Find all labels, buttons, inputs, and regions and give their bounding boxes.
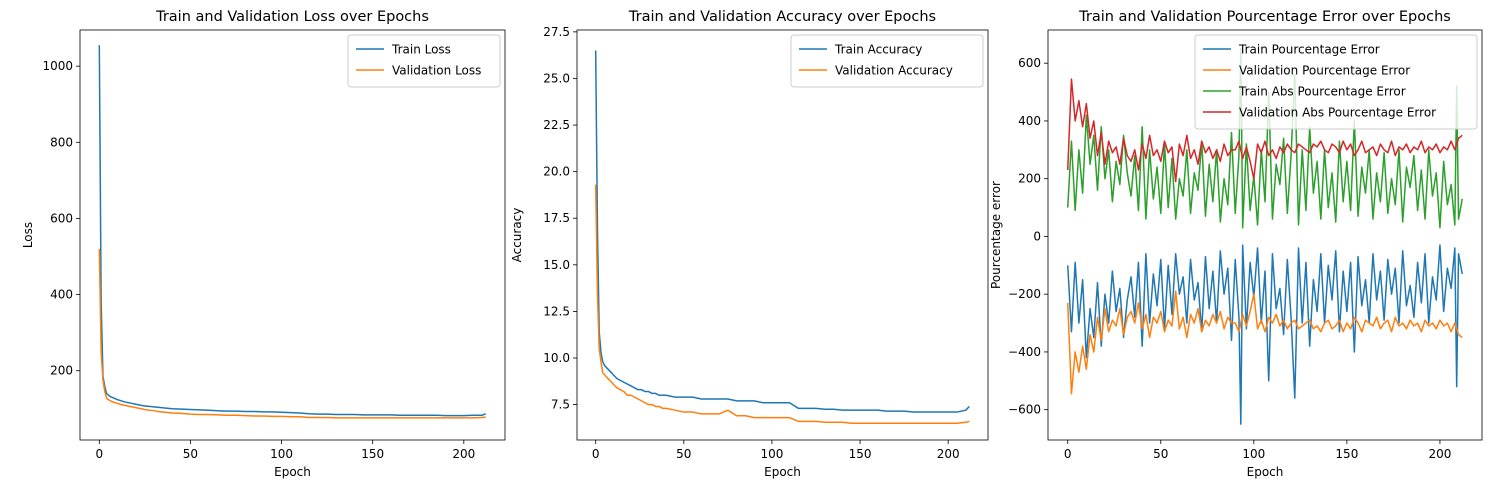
- x-tick-label: 50: [1153, 447, 1168, 461]
- legend-entry: Train Loss: [391, 43, 451, 57]
- y-axis-label: Loss: [21, 222, 35, 248]
- series-line-train-pourcentage-error: [1066, 244, 1464, 425]
- chart-title: Train and Validation Pourcentage Error o…: [1078, 9, 1451, 25]
- x-tick-label: 150: [361, 447, 384, 461]
- series-line-validation-loss: [98, 248, 486, 419]
- y-tick-label: 200: [1018, 172, 1041, 186]
- chart-panel-1: 0 50 100 150 200 200 400 600 800 1000 Train and Va…: [21, 9, 506, 479]
- y-tick-label: 27.5: [543, 25, 570, 39]
- y-tick-label: 400: [50, 288, 73, 302]
- x-tick-label: 100: [760, 447, 783, 461]
- y-tick-label: 400: [1018, 114, 1041, 128]
- legend-box: [1194, 34, 1478, 130]
- series-line-validation-pourcentage-error: [1066, 290, 1463, 395]
- y-tick-label: 600: [1018, 56, 1041, 70]
- legend-entry: Train Abs Pourcentage Error: [1238, 85, 1406, 99]
- x-tick-label: 0: [592, 447, 600, 461]
- y-tick-label: 12.5: [543, 304, 570, 318]
- legend-entry: Validation Abs Pourcentage Error: [1239, 106, 1436, 120]
- x-tick-label: 100: [270, 447, 293, 461]
- legend: Train Pourcentage Error Validation Pource…: [1194, 34, 1478, 130]
- x-tick-label: 50: [676, 447, 691, 461]
- x-axis-label: Epoch: [1247, 465, 1284, 479]
- y-tick-label: −600: [1008, 403, 1041, 417]
- y-tick-label: 7.5: [551, 398, 570, 412]
- y-axis-label: Pourcentage error: [989, 181, 1003, 289]
- y-tick-label: −200: [1008, 287, 1041, 301]
- series-line-validation-accuracy: [594, 184, 970, 424]
- legend-box: [347, 34, 501, 88]
- legend-box: [790, 34, 984, 88]
- legend-entry: Validation Accuracy: [835, 64, 953, 78]
- series-line-train-loss: [98, 45, 486, 417]
- x-tick-label: 150: [849, 447, 872, 461]
- x-tick-label: 50: [183, 447, 198, 461]
- plot-frame: [1047, 29, 1483, 441]
- y-tick-label: 1000: [42, 59, 73, 73]
- series-line-validation-abs-pourcentage-error: [1066, 78, 1463, 183]
- y-tick-label: 0: [1033, 229, 1041, 243]
- x-tick-label: 150: [1335, 447, 1358, 461]
- x-tick-label: 200: [937, 447, 960, 461]
- y-tick-label: 17.5: [543, 211, 570, 225]
- series-group: [594, 50, 970, 424]
- y-tick-label: 10.0: [543, 351, 570, 365]
- legend-entry: Train Accuracy: [834, 43, 922, 57]
- series-line-train-accuracy: [594, 50, 970, 413]
- y-tick-label: 22.5: [543, 118, 570, 132]
- y-tick-label: 25.0: [543, 71, 570, 85]
- plot-frame: [79, 29, 506, 441]
- legend: Train Accuracy Validation Accuracy: [790, 34, 984, 88]
- x-axis-label: Epoch: [764, 465, 801, 479]
- legend: Train Loss Validation Loss: [347, 34, 501, 88]
- y-axis-label: Accuracy: [510, 208, 524, 263]
- y-tick-label: −400: [1008, 345, 1041, 359]
- series-group: [1066, 48, 1464, 425]
- chart-title: Train and Validation Loss over Epochs: [155, 9, 429, 25]
- x-tick-label: 0: [95, 447, 103, 461]
- y-tick-label: 200: [50, 364, 73, 378]
- series-group: [98, 45, 486, 419]
- x-tick-label: 100: [1242, 447, 1265, 461]
- y-tick-label: 20.0: [543, 165, 570, 179]
- y-tick-label: 800: [50, 135, 73, 149]
- plot-frame: [576, 29, 989, 441]
- x-tick-label: 200: [452, 447, 475, 461]
- legend-entry: Validation Pourcentage Error: [1239, 64, 1410, 78]
- chart-title: Train and Validation Accuracy over Epoch…: [628, 9, 936, 25]
- legend-entry: Train Pourcentage Error: [1238, 43, 1380, 57]
- x-tick-label: 0: [1064, 447, 1072, 461]
- chart-panel-3: 0 50 100 150 200 −600 −400 −200 0 200 400 600 Train …: [989, 9, 1483, 479]
- legend-entry: Validation Loss: [392, 64, 481, 78]
- chart-panel-2: 0 50 100 150 200 7.5 10.0 12.5 15.0 17.5 20.0 22.5 2…: [510, 9, 989, 479]
- y-tick-label: 15.0: [543, 258, 570, 272]
- x-tick-label: 200: [1428, 447, 1451, 461]
- x-axis-label: Epoch: [274, 465, 311, 479]
- y-tick-label: 600: [50, 211, 73, 225]
- series-line-train-abs-pourcentage-error: [1066, 48, 1464, 229]
